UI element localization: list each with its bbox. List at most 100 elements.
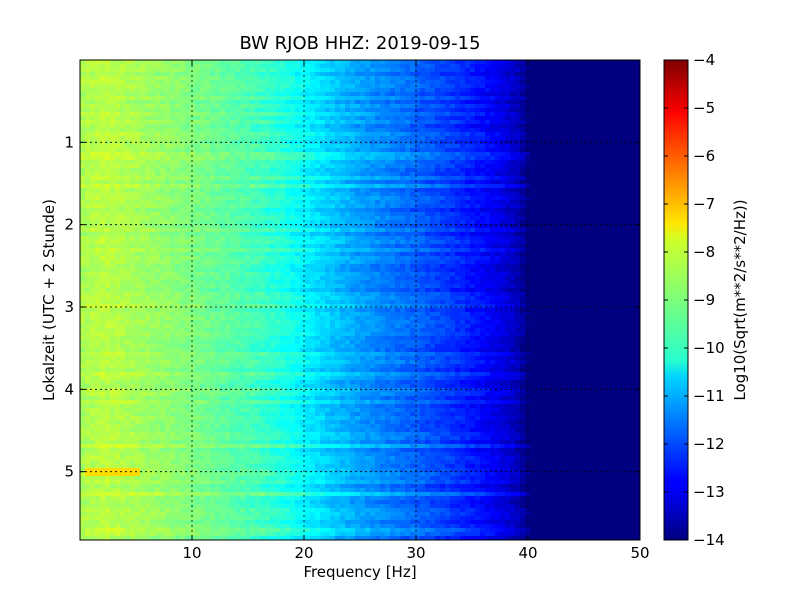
- heatmap-cell: [500, 208, 506, 213]
- heatmap-cell: [95, 168, 101, 173]
- heatmap-cell: [140, 168, 146, 173]
- heatmap-cell: [90, 164, 96, 169]
- heatmap-cell: [240, 196, 246, 201]
- heatmap-cell: [405, 228, 411, 233]
- heatmap-cell: [545, 132, 551, 137]
- heatmap-cell: [535, 92, 541, 97]
- heatmap-cell: [320, 220, 326, 225]
- heatmap-cell: [580, 176, 586, 181]
- heatmap-cell: [155, 168, 161, 173]
- heatmap-cell: [565, 212, 571, 217]
- heatmap-cell: [210, 220, 216, 225]
- heatmap-cell: [90, 136, 96, 141]
- heatmap-cell: [535, 156, 541, 161]
- heatmap-cell: [390, 180, 396, 185]
- heatmap-cell: [555, 108, 561, 113]
- heatmap-cell: [120, 76, 126, 81]
- heatmap-cell: [445, 128, 451, 133]
- heatmap-cell: [610, 164, 616, 169]
- heatmap-cell: [185, 92, 191, 97]
- heatmap-cell: [490, 152, 496, 157]
- heatmap-cell: [540, 148, 546, 153]
- heatmap-cell: [205, 60, 211, 65]
- heatmap-cell: [595, 148, 601, 153]
- heatmap-cell: [525, 220, 531, 225]
- heatmap-cell: [155, 116, 161, 121]
- heatmap-cell: [390, 168, 396, 173]
- heatmap-cell: [370, 140, 376, 145]
- heatmap-cell: [325, 84, 331, 89]
- heatmap-cell: [530, 200, 536, 205]
- heatmap-cell: [570, 148, 576, 153]
- heatmap-cell: [370, 100, 376, 105]
- heatmap-cell: [520, 88, 526, 93]
- heatmap-cell: [630, 64, 636, 69]
- heatmap-cell: [630, 216, 636, 221]
- heatmap-cell: [310, 128, 316, 133]
- heatmap-cell: [225, 64, 231, 69]
- heatmap-cell: [535, 176, 541, 181]
- heatmap-cell: [125, 208, 131, 213]
- heatmap-cell: [105, 224, 111, 229]
- heatmap-cell: [545, 180, 551, 185]
- heatmap-cell: [380, 124, 386, 129]
- heatmap-cell: [90, 152, 96, 157]
- heatmap-cell: [220, 196, 226, 201]
- heatmap-cell: [520, 132, 526, 137]
- heatmap-cell: [200, 104, 206, 109]
- heatmap-cell: [485, 152, 491, 157]
- heatmap-cell: [635, 184, 640, 189]
- heatmap-cell: [495, 228, 501, 233]
- heatmap-cell: [420, 116, 426, 121]
- heatmap-cell: [295, 172, 301, 177]
- heatmap-cell: [615, 60, 621, 65]
- heatmap-cell: [410, 108, 416, 113]
- heatmap-cell: [285, 64, 291, 69]
- heatmap-cell: [180, 96, 186, 101]
- heatmap-cell: [545, 184, 551, 189]
- heatmap-cell: [430, 204, 436, 209]
- heatmap-cell: [215, 72, 221, 77]
- heatmap-cell: [130, 148, 136, 153]
- heatmap-cell: [200, 224, 206, 229]
- heatmap-cell: [400, 144, 406, 149]
- heatmap-cell: [460, 200, 466, 205]
- heatmap-cell: [425, 220, 431, 225]
- heatmap-cell: [270, 132, 276, 137]
- heatmap-cell: [320, 176, 326, 181]
- heatmap-cell: [580, 172, 586, 177]
- heatmap-cell: [465, 184, 471, 189]
- heatmap-cell: [120, 160, 126, 165]
- heatmap-cell: [260, 132, 266, 137]
- heatmap-cell: [630, 100, 636, 105]
- heatmap-cell: [390, 132, 396, 137]
- heatmap-cell: [435, 184, 441, 189]
- heatmap-cell: [90, 192, 96, 197]
- heatmap-cell: [465, 92, 471, 97]
- heatmap-cell: [385, 60, 391, 65]
- heatmap-cell: [270, 152, 276, 157]
- heatmap-cell: [215, 120, 221, 125]
- heatmap-cell: [90, 232, 96, 237]
- heatmap-cell: [160, 68, 166, 73]
- heatmap-cell: [630, 88, 636, 93]
- heatmap-cell: [490, 164, 496, 169]
- heatmap-cell: [140, 156, 146, 161]
- heatmap-cell: [170, 128, 176, 133]
- heatmap-cell: [95, 148, 101, 153]
- heatmap-cell: [155, 124, 161, 129]
- heatmap-cell: [325, 196, 331, 201]
- heatmap-cell: [605, 108, 611, 113]
- heatmap-cell: [320, 144, 326, 149]
- heatmap-cell: [515, 132, 521, 137]
- heatmap-cell: [145, 212, 151, 217]
- heatmap-cell: [600, 124, 606, 129]
- heatmap-cell: [100, 100, 106, 105]
- heatmap-cell: [115, 232, 121, 237]
- heatmap-cell: [615, 224, 621, 229]
- heatmap-cell: [245, 176, 251, 181]
- heatmap-cell: [600, 104, 606, 109]
- heatmap-cell: [135, 236, 141, 241]
- heatmap-cell: [230, 60, 236, 65]
- heatmap-cell: [405, 196, 411, 201]
